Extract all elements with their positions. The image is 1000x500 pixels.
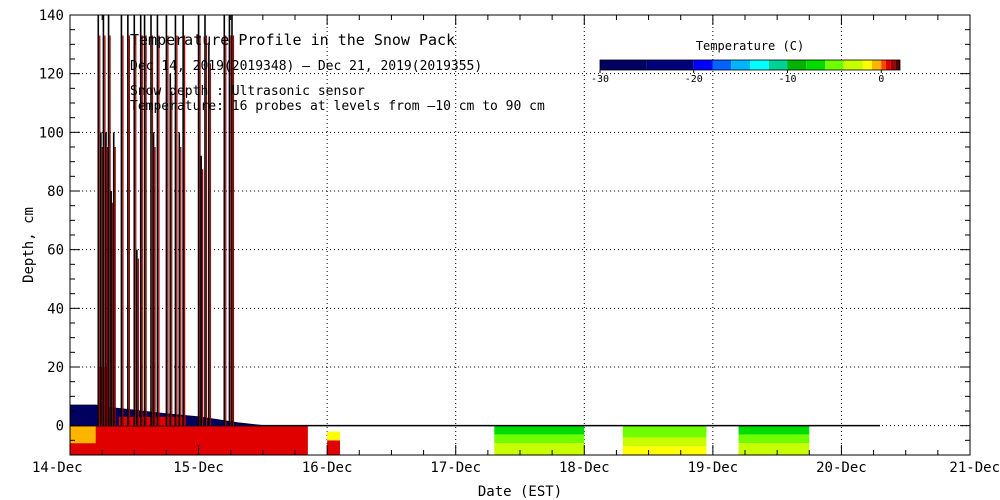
y-tick-label: 20 [47, 360, 64, 376]
legend-color-bin [895, 60, 900, 70]
y-tick-label: 140 [39, 8, 64, 24]
legend-color-bin [871, 60, 882, 70]
annotation-snow-depth: Snow depth : Ultrasonic sensor [130, 84, 365, 99]
legend-color-bin [646, 60, 694, 70]
x-tick-label: 15-Dec [173, 460, 224, 476]
legend-frame [599, 59, 901, 71]
x-tick-label: 16-Dec [302, 460, 353, 476]
x-tick-label: 20-Dec [816, 460, 867, 476]
temperature-block [622, 425, 707, 438]
plot-background [70, 15, 970, 455]
x-tick-label: 21-Dec [949, 460, 1000, 476]
axes: 0 20 40 60 80 100 120 140 14-Dec 15-Dec 16-Dec 17-D… [32, 8, 1000, 476]
legend-color-bin [862, 60, 872, 70]
temperature-block [622, 437, 707, 447]
legend-color-bin [600, 60, 647, 70]
y-tick-label: 0 [56, 419, 64, 435]
legend-color-bin [825, 60, 844, 70]
x-tick-label: 19-Dec [688, 460, 739, 476]
temperature-block [327, 440, 340, 455]
y-tick-label: 120 [39, 67, 64, 83]
legend-tick-label: 0 [878, 74, 884, 85]
temperature-block [327, 431, 340, 441]
legend-title: Temperature (C) [696, 39, 804, 53]
legend-color-bin [885, 60, 891, 70]
x-axis-title: Date (EST) [478, 484, 562, 500]
color-legend: Temperature (C) -30 -20 -10 0 [591, 39, 901, 85]
x-tick-label: 14-Dec [32, 460, 83, 476]
temperature-blocks [70, 425, 810, 455]
temperature-block [738, 434, 810, 444]
x-tick-label: 18-Dec [559, 460, 610, 476]
temperature-block [70, 425, 96, 444]
y-axis-title: Depth, cm [21, 207, 37, 283]
temperature-block [70, 425, 308, 455]
y-tick-label: 60 [47, 243, 64, 259]
plot-area [70, 15, 970, 455]
legend-color-bin [806, 60, 825, 70]
legend-tick-label: -10 [778, 74, 796, 85]
temperature-block [622, 446, 707, 455]
temperature-block [494, 434, 585, 444]
y-tick-label: 40 [47, 301, 64, 317]
annotation-temperature: Temperature: 16 probes at levels from –1… [130, 99, 545, 114]
y-tick-label: 80 [47, 184, 64, 200]
legend-color-bin [843, 60, 863, 70]
chart-subtitle: Dec 14, 2019(2019348) – Dec 21, 2019(201… [130, 59, 482, 74]
legend-color-bin [768, 60, 788, 70]
legend-color-bin [693, 60, 713, 70]
snow-depth-series [69, 15, 880, 427]
temperature-block [738, 443, 810, 455]
legend-color-bin [712, 60, 732, 70]
x-tick-label: 17-Dec [430, 460, 481, 476]
y-tick-label: 100 [39, 125, 64, 141]
legend-color-bin [750, 60, 769, 70]
legend-tick-label: -30 [591, 74, 609, 85]
temperature-block [494, 425, 585, 435]
legend-color-bin [890, 60, 896, 70]
legend-color-bin [881, 60, 886, 70]
legend-tick-label: -20 [685, 74, 703, 85]
temperature-block [738, 425, 810, 435]
legend-color-bin [731, 60, 750, 70]
legend-color-bin [787, 60, 807, 70]
chart-title: Temperature Profile in the Snow Pack [130, 31, 455, 49]
temperature-block [494, 443, 585, 455]
